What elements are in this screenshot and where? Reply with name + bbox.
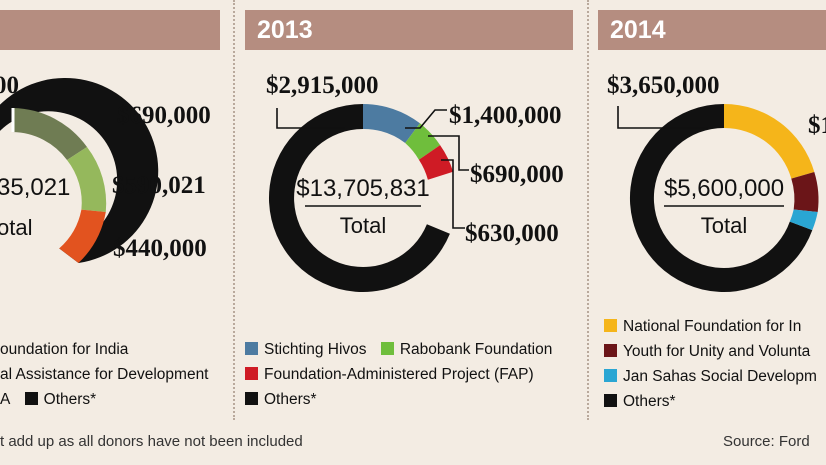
donut-slice-690000	[13, 108, 87, 160]
legend-swatch-others-2013	[245, 392, 258, 405]
slice-label-2915000: $2,915,000	[266, 72, 379, 99]
legend-2013: Stichting Hivos Rabobank Foundation Foun…	[245, 337, 562, 412]
source-credit: Source: Ford	[723, 433, 810, 450]
legend-swatch-others-2014	[604, 394, 617, 407]
donut-slice-jan-sahas	[789, 209, 818, 231]
legend-swatch-national-foundation	[604, 319, 617, 332]
legend-row: National Foundation for In	[604, 314, 817, 339]
legend-entry: al Assistance for Development	[0, 366, 209, 383]
donut-slice-fap	[418, 145, 454, 180]
donut-svg-2013: $2,915,000 $1,400,000 $690,000 $630,000 …	[266, 72, 564, 292]
center-total-label-2014: Total	[701, 213, 747, 238]
legend-entry-fap: Foundation-Administered Project (FAP)	[264, 366, 534, 383]
legend-row: Jan Sahas Social Developm	[604, 364, 817, 389]
legend-row: Youth for Unity and Volunta	[604, 339, 817, 364]
leader-line-690000	[428, 135, 469, 171]
panel-chart-2013: 2013 $2,915,000 $1,400,000 $690,000 $630…	[245, 0, 585, 430]
legend-entry-national-foundation: National Foundation for In	[623, 318, 802, 335]
legend-1: oundation for India al Assistance for De…	[0, 337, 209, 412]
donut-slice-rabobank	[405, 123, 441, 160]
legend-row: Foundation-Administered Project (FAP)	[245, 362, 562, 387]
legend-row: oundation for India	[0, 337, 209, 362]
center-total-value-2014: $5,600,000	[664, 175, 784, 202]
legend-entry-jan-sahas: Jan Sahas Social Developm	[623, 368, 817, 385]
slice-label-690000: $690,000	[117, 102, 211, 129]
legend-row: Stichting Hivos Rabobank Foundation	[245, 337, 562, 362]
legend-entry: oundation for India	[0, 341, 129, 358]
slice-label-1400000: $1,400,000	[449, 102, 562, 129]
panel-chart-2014: 2014 $3,650,000 $1 $5,600,000 Total Nati…	[598, 0, 826, 430]
slice-label-590021: $590,021	[112, 172, 206, 199]
slice-label-top: 00	[0, 72, 19, 99]
leader-line-2915000	[276, 108, 345, 129]
leader-line-630000	[441, 159, 465, 229]
slice-label-440000: $440,000	[113, 235, 207, 262]
legend-entry-others-2013: Others*	[264, 391, 317, 408]
donut-slice-national-foundation	[724, 104, 815, 179]
donut-svg-2014: $3,650,000 $1 $5,600,000 Total	[607, 72, 826, 292]
leader-line-3650000	[617, 106, 708, 129]
legend-entry-others: Others*	[43, 391, 97, 408]
legend-row: Others*	[604, 389, 817, 414]
donut-svg-1: 00 $690,000 $590,021 $440,000 35,021 ota…	[0, 72, 211, 263]
center-total-value-2013: $13,705,831	[296, 175, 429, 202]
slice-label-national-foundation: $1	[808, 112, 826, 139]
legend-swatch-rabobank	[380, 342, 394, 355]
year-header-2013: 2013	[245, 10, 573, 50]
legend-entry: A	[0, 391, 11, 408]
legend-row: Others*	[245, 387, 562, 412]
donut-slice-hivos	[363, 104, 420, 143]
panel-divider	[587, 0, 590, 420]
legend-swatch-fap	[245, 367, 258, 380]
legend-entry-others-2014: Others*	[623, 393, 676, 410]
donut-slice-black-1	[0, 77, 159, 263]
legend-2014: National Foundation for In Youth for Uni…	[604, 314, 817, 414]
legend-swatch-jan-sahas	[604, 369, 617, 382]
year-header-1	[0, 10, 220, 50]
legend-row: al Assistance for Development	[0, 362, 209, 387]
legend-swatch-others	[24, 392, 38, 405]
footnote: t add up as all donors have not been inc…	[0, 433, 303, 450]
year-header-2014: 2014	[598, 10, 826, 50]
legend-entry-youth: Youth for Unity and Volunta	[623, 343, 811, 360]
panel-chart-1: 00 $690,000 $590,021 $440,000 35,021 ota…	[0, 0, 235, 430]
leader-line-1400000	[405, 109, 447, 129]
donut-slice-youth	[791, 172, 819, 212]
legend-entry-hivos: Stichting Hivos	[264, 341, 367, 358]
legend-swatch-hivos	[245, 342, 258, 355]
panel-divider	[233, 0, 236, 420]
legend-entry-rabobank: Rabobank Foundation	[399, 341, 553, 358]
donut-slice-590021	[67, 147, 107, 212]
center-total-label-1: otal	[0, 215, 32, 240]
slice-label-3650000: $3,650,000	[607, 72, 720, 99]
center-total-label-2013: Total	[340, 213, 386, 238]
slice-label-690000-2013: $690,000	[470, 161, 564, 188]
legend-swatch-youth	[604, 344, 617, 357]
center-total-value-1: 35,021	[0, 174, 70, 201]
donut-slice-440000	[59, 209, 106, 263]
slice-label-630000: $630,000	[465, 220, 559, 247]
legend-row: A Others*	[0, 387, 209, 412]
